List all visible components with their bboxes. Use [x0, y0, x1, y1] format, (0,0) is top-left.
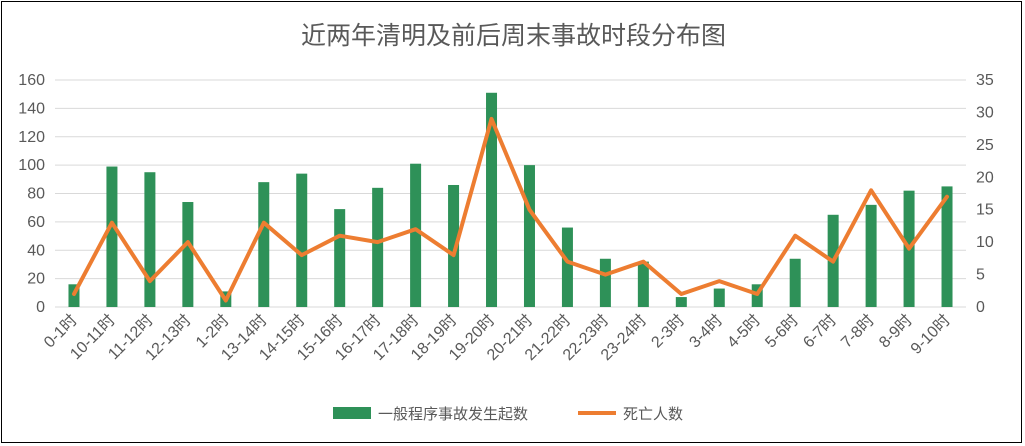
x-tick-label: 3-4时: [686, 311, 726, 351]
bar: [789, 258, 801, 307]
line-series-path: [72, 116, 949, 303]
bar: [372, 187, 384, 307]
bar: [410, 163, 422, 307]
bar: [941, 186, 953, 307]
legend-bar-swatch: [333, 407, 371, 419]
legend-bar-label: 一般程序事故发生起数: [378, 405, 528, 423]
y-right-tick-label: 15: [976, 202, 994, 219]
y-right-tick-label: 20: [976, 169, 994, 186]
y-left-tick-label: 120: [18, 129, 45, 146]
x-tick-label: 9-10时: [907, 311, 954, 358]
bar: [713, 288, 725, 307]
bar: [561, 227, 573, 307]
bar: [448, 184, 460, 307]
y-right-tick-label: 35: [976, 72, 994, 89]
bar: [486, 92, 498, 307]
y-right-tick-label: 0: [976, 299, 985, 316]
y-right-tick-label: 30: [976, 104, 994, 121]
bar: [144, 172, 156, 307]
y-left-tick-label: 80: [27, 186, 45, 203]
y-right-tick-label: 10: [976, 234, 994, 251]
chart-title: 近两年清明及前后周末事故时段分布图: [300, 21, 726, 50]
y-left-tick-label: 100: [18, 157, 45, 174]
bar: [106, 166, 118, 307]
bar: [296, 173, 308, 307]
x-tick-label: 5-6时: [762, 311, 802, 351]
bar: [334, 209, 346, 307]
y-right-tick-label: 25: [976, 137, 994, 154]
bar: [865, 204, 877, 307]
y-left-tick-label: 60: [27, 214, 45, 231]
y-left-tick-label: 0: [36, 299, 45, 316]
x-tick-label: 4-5时: [724, 311, 764, 351]
y-left-tick-label: 40: [27, 242, 45, 259]
y-left-tick-label: 20: [27, 271, 45, 288]
bar: [637, 261, 649, 307]
x-tick-label: 2-3时: [648, 311, 688, 351]
bar: [258, 182, 270, 307]
x-tick-label: 6-7时: [800, 311, 840, 351]
x-tick-label: 7-8时: [838, 311, 878, 351]
bar: [675, 297, 687, 307]
legend: 一般程序事故发生起数 死亡人数: [333, 405, 683, 423]
y-right-tick-label: 5: [976, 267, 985, 284]
y-left-tick-label: 160: [18, 72, 45, 89]
bar: [523, 165, 535, 307]
legend-line-label: 死亡人数: [623, 405, 683, 423]
bar: [182, 202, 194, 307]
axes: 020406080100120140160051015202530350-1时1…: [18, 72, 994, 364]
line-series: [72, 116, 949, 303]
bar-series: [68, 92, 953, 307]
y-left-tick-label: 140: [18, 100, 45, 117]
bar: [599, 258, 611, 307]
